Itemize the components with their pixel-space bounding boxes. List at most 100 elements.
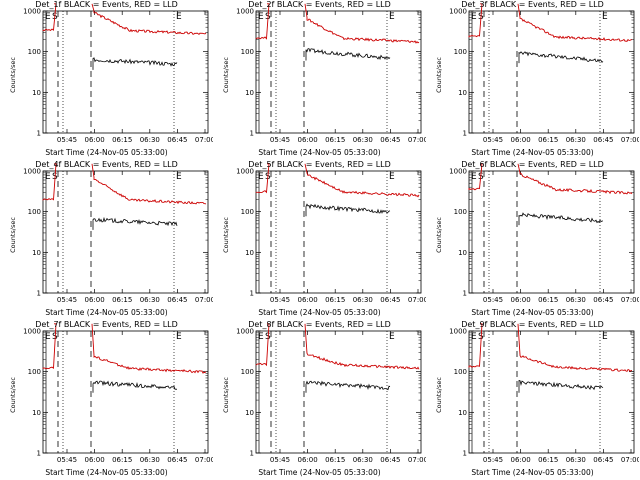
x-tick-label: 06:45 (380, 136, 400, 144)
y-tick-label: 10 (245, 409, 254, 417)
series-black-events (305, 203, 391, 217)
marker-annotation: E (602, 332, 608, 342)
x-tick-label: 06:30 (140, 136, 160, 144)
chart-svg: 1 10 100 1000 05:45 06:00 06:15 06:30 06:45 07:00… (236, 163, 426, 304)
plot-frame (255, 170, 422, 294)
series-black-events (305, 380, 391, 393)
x-tick-label: 06:15 (538, 296, 558, 304)
x-axis-label: Start Time (24-Nov-05 05:33:00) (45, 148, 168, 157)
y-tick-label: 1000 (236, 168, 254, 176)
x-tick-label: 06:15 (325, 136, 345, 144)
x-tick-label: 06:15 (325, 456, 345, 464)
x-tick-label: 06:45 (380, 456, 400, 464)
x-tick-label: 06:30 (140, 456, 160, 464)
chart-title: Det_5f BLACK = Events, RED = LLD (248, 160, 391, 169)
chart-svg: 1 10 100 1000 05:45 06:00 06:15 06:30 06:45 07:00… (23, 163, 213, 304)
y-tick-label: 1000 (23, 168, 41, 176)
x-tick-label: 06:30 (353, 296, 373, 304)
y-tick-label: 1 (250, 130, 254, 138)
marker-annotation: E (45, 172, 51, 182)
x-tick-label: 07:00 (621, 456, 639, 464)
x-tick-label: 07:00 (195, 136, 213, 144)
y-tick-label: 10 (245, 249, 254, 257)
marker-annotation: E (471, 172, 477, 182)
x-tick-label: 06:00 (511, 296, 531, 304)
x-axis-label: Start Time (24-Nov-05 05:33:00) (258, 308, 381, 317)
series-red-lld (517, 323, 633, 372)
y-tick-label: 1000 (23, 328, 41, 336)
x-axis-label: Start Time (24-Nov-05 05:33:00) (471, 468, 594, 477)
y-tick-label: 1 (37, 290, 41, 298)
series-red-lld (91, 323, 207, 374)
marker-annotation: E (45, 332, 51, 342)
series-black-events (518, 212, 604, 226)
chart-svg: 1 10 100 1000 05:45 06:00 06:15 06:30 06:45 07:00… (449, 163, 639, 304)
x-tick-label: 06:45 (167, 296, 187, 304)
x-tick-label: 06:15 (112, 136, 132, 144)
series-red-lld (468, 323, 483, 368)
y-axis-label: Counts/sec (222, 217, 230, 253)
marker-annotation: E (471, 12, 477, 22)
series-red-lld (42, 323, 57, 370)
chart-svg: 1 10 100 1000 05:45 06:00 06:15 06:30 06:45 07:00… (449, 323, 639, 464)
y-axis-label: Counts/sec (222, 57, 230, 93)
x-tick-label: 06:15 (112, 456, 132, 464)
x-tick-label: 06:00 (511, 456, 531, 464)
series-black-events (518, 380, 604, 393)
x-tick-label: 07:00 (621, 296, 639, 304)
marker-annotation: E (602, 12, 608, 22)
y-tick-label: 1000 (449, 8, 467, 16)
x-tick-label: 06:45 (167, 456, 187, 464)
y-tick-label: 1000 (23, 8, 41, 16)
y-tick-label: 1 (463, 290, 467, 298)
chart-svg: 1 10 100 1000 05:45 06:00 06:15 06:30 06:45 07:00… (449, 3, 639, 144)
marker-annotation: E (258, 332, 264, 342)
chart-svg: 1 10 100 1000 05:45 06:00 06:15 06:30 06:45 07:00… (236, 323, 426, 464)
detector-panel: 1 10 100 1000 05:45 06:00 06:15 06:30 06:45 07:00… (0, 320, 213, 480)
y-tick-label: 1000 (449, 328, 467, 336)
y-tick-label: 1 (37, 130, 41, 138)
x-tick-label: 06:00 (511, 136, 531, 144)
y-tick-label: 1000 (236, 328, 254, 336)
y-tick-label: 1 (37, 450, 41, 458)
marker-annotation: E (176, 332, 182, 342)
y-axis-label: Counts/sec (435, 57, 443, 93)
x-tick-label: 06:15 (112, 296, 132, 304)
y-tick-label: 10 (32, 89, 41, 97)
chart-title: Det_8f BLACK = Events, RED = LLD (248, 320, 391, 329)
y-tick-label: 100 (28, 48, 41, 56)
plot-frame (255, 330, 422, 454)
chart-title: Det_4f BLACK = Events, RED = LLD (35, 160, 178, 169)
x-tick-label: 05:45 (270, 456, 290, 464)
x-tick-label: 06:30 (566, 456, 586, 464)
y-tick-label: 1 (250, 290, 254, 298)
x-tick-label: 07:00 (408, 296, 426, 304)
y-axis-label: Counts/sec (222, 377, 230, 413)
y-tick-label: 1 (250, 450, 254, 458)
plot-frame (468, 10, 635, 134)
series-red-lld (304, 163, 420, 198)
plot-frame (468, 170, 635, 294)
plot-frame (255, 10, 422, 134)
x-tick-label: 06:00 (298, 456, 318, 464)
y-tick-label: 100 (454, 368, 467, 376)
chart-svg: 1 10 100 1000 05:45 06:00 06:15 06:30 06:45 07:00… (236, 3, 426, 144)
x-tick-label: 06:45 (593, 136, 613, 144)
series-red-lld (304, 3, 420, 44)
x-tick-label: 05:45 (270, 296, 290, 304)
y-axis-label: Counts/sec (435, 217, 443, 253)
detector-panel: 1 10 100 1000 05:45 06:00 06:15 06:30 06:45 07:00… (0, 160, 213, 320)
series-black-events (92, 216, 178, 230)
marker-annotation: E (258, 172, 264, 182)
chart-svg: 1 10 100 1000 05:45 06:00 06:15 06:30 06:45 07:00… (23, 323, 213, 464)
x-tick-label: 05:45 (483, 456, 503, 464)
chart-title: Det_3f BLACK = Events, RED = LLD (461, 0, 604, 9)
series-red-lld (42, 163, 57, 201)
x-tick-label: 06:30 (566, 136, 586, 144)
y-tick-label: 1 (463, 450, 467, 458)
x-tick-label: 06:45 (380, 296, 400, 304)
x-tick-label: 07:00 (621, 136, 639, 144)
y-tick-label: 100 (241, 48, 254, 56)
y-tick-label: 10 (458, 409, 467, 417)
y-tick-label: 100 (454, 48, 467, 56)
